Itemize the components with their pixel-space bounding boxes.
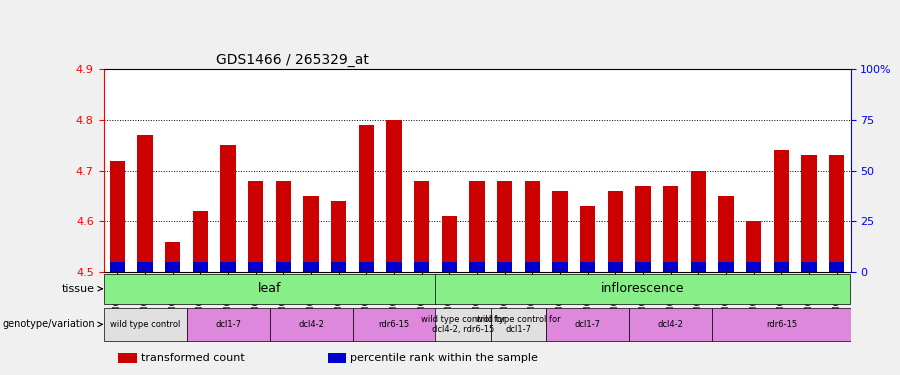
Bar bbox=[104, 308, 186, 341]
Bar bbox=[553, 191, 568, 262]
Bar bbox=[220, 262, 236, 272]
Bar bbox=[525, 181, 540, 262]
Bar bbox=[663, 186, 679, 262]
Bar bbox=[386, 120, 401, 262]
Bar bbox=[525, 262, 540, 272]
Text: wild type control: wild type control bbox=[110, 320, 180, 329]
Bar bbox=[303, 196, 319, 262]
Bar bbox=[110, 262, 125, 272]
Bar bbox=[186, 308, 269, 341]
Bar bbox=[746, 221, 761, 262]
Bar bbox=[690, 262, 706, 272]
Text: dcl4-2: dcl4-2 bbox=[298, 320, 324, 329]
Bar bbox=[331, 262, 346, 272]
Bar bbox=[801, 262, 816, 272]
Bar bbox=[774, 262, 789, 272]
Bar bbox=[635, 262, 651, 272]
Bar bbox=[580, 262, 595, 272]
Bar bbox=[774, 150, 789, 262]
Text: percentile rank within the sample: percentile rank within the sample bbox=[350, 353, 538, 363]
Text: dcl1-7: dcl1-7 bbox=[215, 320, 241, 329]
Bar bbox=[470, 181, 484, 262]
Bar bbox=[353, 308, 436, 341]
Bar bbox=[138, 262, 153, 272]
Bar bbox=[119, 353, 137, 363]
Bar bbox=[801, 155, 816, 262]
Bar bbox=[470, 262, 484, 272]
Text: dcl4-2: dcl4-2 bbox=[658, 320, 684, 329]
Bar bbox=[386, 262, 401, 272]
Bar bbox=[193, 211, 208, 262]
Bar bbox=[110, 160, 125, 262]
Bar bbox=[275, 262, 291, 272]
Bar bbox=[690, 171, 706, 262]
Bar bbox=[718, 262, 734, 272]
Bar bbox=[248, 262, 264, 272]
Text: GDS1466 / 265329_at: GDS1466 / 265329_at bbox=[216, 53, 368, 67]
Bar bbox=[269, 308, 353, 341]
Text: rdr6-15: rdr6-15 bbox=[766, 320, 796, 329]
Bar bbox=[829, 155, 844, 262]
Bar bbox=[165, 262, 180, 272]
Text: wild type control for
dcl4-2, rdr6-15: wild type control for dcl4-2, rdr6-15 bbox=[421, 315, 506, 334]
Text: wild type control for
dcl1-7: wild type control for dcl1-7 bbox=[476, 315, 561, 334]
Bar bbox=[553, 262, 568, 272]
Bar bbox=[608, 262, 623, 272]
Bar bbox=[359, 262, 374, 272]
Text: inflorescence: inflorescence bbox=[601, 282, 685, 295]
Bar bbox=[635, 186, 651, 262]
Bar bbox=[491, 308, 546, 341]
Bar bbox=[165, 242, 180, 262]
Text: tissue: tissue bbox=[62, 284, 95, 294]
Bar bbox=[718, 196, 734, 262]
Bar bbox=[359, 125, 374, 262]
Bar bbox=[497, 181, 512, 262]
Text: leaf: leaf bbox=[257, 282, 281, 295]
Bar bbox=[248, 181, 264, 262]
Bar bbox=[629, 308, 712, 341]
Bar bbox=[436, 308, 490, 341]
Bar bbox=[712, 308, 850, 341]
Bar bbox=[104, 274, 436, 304]
Bar bbox=[829, 262, 844, 272]
Bar bbox=[328, 353, 346, 363]
Bar bbox=[442, 216, 457, 262]
Bar bbox=[220, 145, 236, 262]
Bar bbox=[275, 181, 291, 262]
Text: rdr6-15: rdr6-15 bbox=[378, 320, 410, 329]
Bar bbox=[746, 262, 761, 272]
Bar bbox=[193, 262, 208, 272]
Bar bbox=[303, 262, 319, 272]
Bar bbox=[414, 181, 429, 262]
Bar bbox=[436, 274, 850, 304]
Bar bbox=[331, 201, 346, 262]
Bar bbox=[608, 191, 623, 262]
Bar bbox=[138, 135, 153, 262]
Bar bbox=[663, 262, 679, 272]
Bar bbox=[580, 206, 595, 262]
Text: transformed count: transformed count bbox=[140, 353, 245, 363]
Text: dcl1-7: dcl1-7 bbox=[575, 320, 600, 329]
Text: genotype/variation: genotype/variation bbox=[3, 320, 95, 329]
Bar bbox=[442, 262, 457, 272]
Bar bbox=[497, 262, 512, 272]
Bar bbox=[414, 262, 429, 272]
Bar bbox=[546, 308, 629, 341]
